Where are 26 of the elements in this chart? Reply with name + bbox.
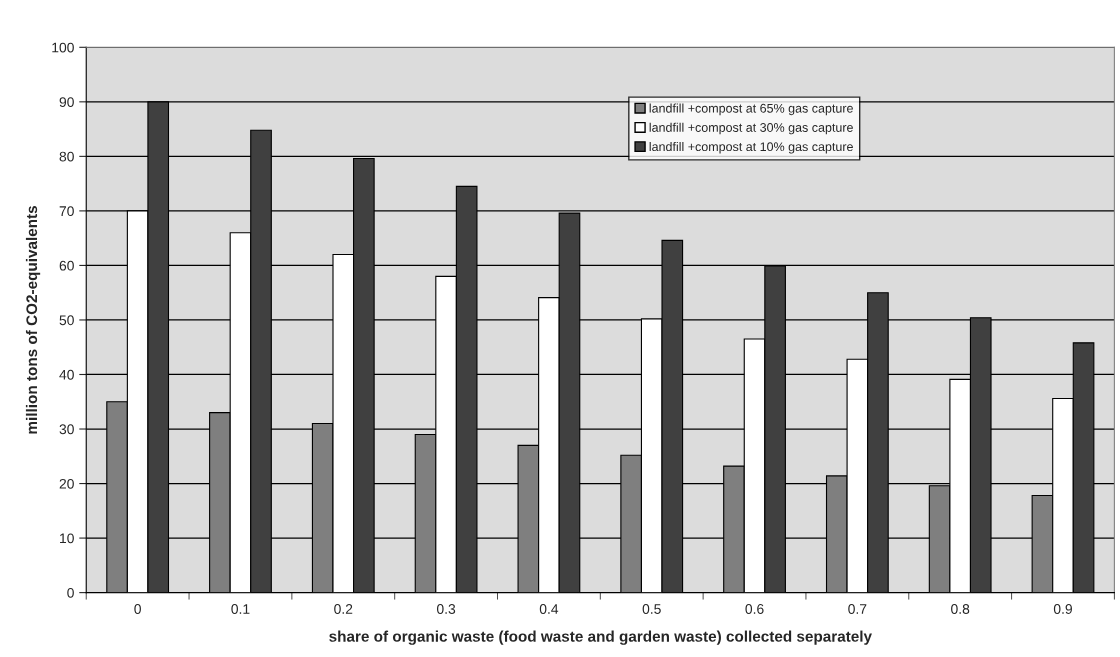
y-tick-label: 90 bbox=[59, 97, 74, 107]
x-tick-label: 0 bbox=[134, 604, 141, 614]
y-tick-label: 0 bbox=[67, 587, 74, 598]
x-tick-label: 0.6 bbox=[745, 604, 764, 614]
x-axis-title: share of organic waste (food waste and garden waste) collected separately bbox=[329, 630, 872, 645]
x-tick-label: 0.4 bbox=[539, 604, 559, 614]
x-tick-label: 0.1 bbox=[231, 604, 250, 614]
x-tick-label: 0.2 bbox=[334, 604, 353, 614]
y-tick-label: 80 bbox=[59, 151, 74, 162]
x-tick-label: 0.3 bbox=[436, 604, 456, 614]
y-tick-label: 60 bbox=[59, 260, 74, 271]
x-tick-label: 0.9 bbox=[1053, 604, 1072, 614]
x-tick-label: 0.5 bbox=[642, 604, 661, 614]
legend-label: landfill +compost at 30% gas capture bbox=[649, 122, 853, 135]
legend-label: landfill +compost at 10% gas capture bbox=[649, 141, 853, 154]
legend-label: landfill +compost at 65% gas capture bbox=[649, 103, 853, 116]
y-tick-label: 30 bbox=[59, 424, 74, 435]
y-tick-label: 100 bbox=[52, 42, 74, 53]
x-tick-label: 0.7 bbox=[848, 604, 867, 614]
y-axis-title: million tons of CO2-equivalents bbox=[25, 205, 41, 434]
y-tick-label: 70 bbox=[59, 206, 74, 217]
y-tick-label: 10 bbox=[60, 533, 74, 544]
x-tick-label: 0.8 bbox=[951, 604, 970, 614]
y-tick-label: 50 bbox=[59, 315, 74, 326]
y-tick-label: 40 bbox=[59, 369, 74, 380]
y-tick-label: 20 bbox=[59, 478, 74, 489]
